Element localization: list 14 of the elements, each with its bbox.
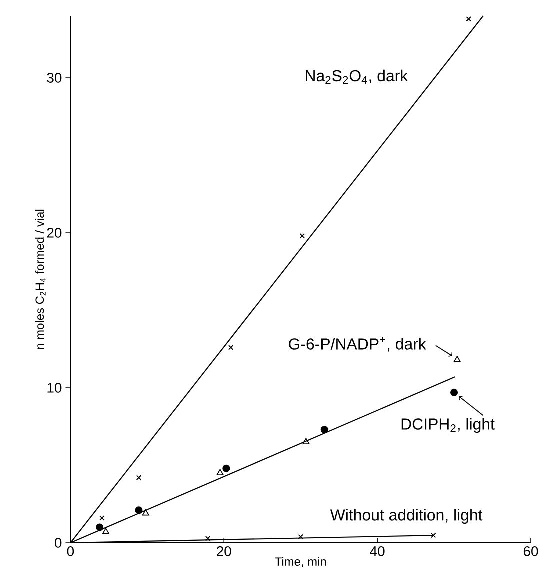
x-tick-label: 20 xyxy=(217,546,232,556)
y-tick-label: 30 xyxy=(47,73,62,83)
series-label: DCIPH$_{2}$, light xyxy=(402,418,495,434)
x-tick-label: 40 xyxy=(370,546,385,556)
x-tick-label: 60 xyxy=(524,546,538,556)
series-label: Na$_{2}$S$_{2}$O$_{4}$, dark xyxy=(306,70,408,84)
y-axis-title: n moles C$_{2}$H$_{4}$ formed / vial xyxy=(35,210,46,350)
y-tick-label: 20 xyxy=(47,228,62,238)
y-tick-label: 0 xyxy=(54,538,62,548)
x-tick-label: 0 xyxy=(67,546,74,556)
series-label: Without addition, light xyxy=(330,509,483,524)
x-axis-title: Time, min xyxy=(275,557,326,568)
y-tick-label: 10 xyxy=(48,383,62,393)
legend-label: G-6-P/NADP$^{+}$, dark xyxy=(289,337,426,352)
